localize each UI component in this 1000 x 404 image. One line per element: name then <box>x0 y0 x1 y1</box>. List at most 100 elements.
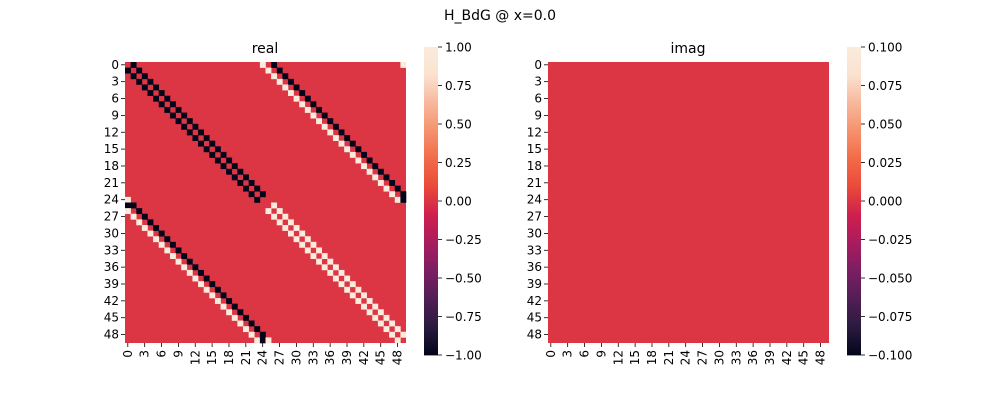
heatmap-cell <box>248 320 255 327</box>
colorbar-segment <box>424 265 438 269</box>
heatmap-cell <box>186 258 193 265</box>
y-tick-label: 33 <box>104 243 119 257</box>
colorbar-segment <box>847 57 861 61</box>
heatmap-cell <box>192 123 199 130</box>
colorbar-segment <box>847 347 861 351</box>
colorbar-segment <box>847 334 861 338</box>
colorbar-segment <box>847 147 861 151</box>
heatmap-cell <box>332 123 339 130</box>
heatmap-cell <box>209 140 216 147</box>
heatmap-cell <box>327 258 334 265</box>
colorbar-segment <box>847 49 861 53</box>
colorbar-segment <box>847 190 861 194</box>
colorbar-tick-label: 0.100 <box>868 41 902 55</box>
heatmap-cell <box>214 146 221 153</box>
colorbar-segment <box>847 159 861 163</box>
x-tick-label: 45 <box>374 350 388 365</box>
colorbar-segment <box>424 306 438 310</box>
y-tick-label: 27 <box>527 210 542 224</box>
heatmap-cell <box>214 298 221 304</box>
x-tick-label: 21 <box>662 350 676 365</box>
heatmap-cell <box>361 151 367 158</box>
y-tick-label: 36 <box>527 260 542 274</box>
colorbar-segment <box>424 270 438 274</box>
colorbar-segment <box>847 293 861 297</box>
heatmap-cell <box>243 174 249 181</box>
heatmap-cell <box>400 331 407 338</box>
heatmap-cell <box>254 196 261 203</box>
y-tick-label: 21 <box>104 176 119 190</box>
colorbar-tick-label: 0.000 <box>868 195 902 209</box>
heatmap-cell <box>198 140 204 147</box>
y-tick-label: 15 <box>527 142 542 156</box>
heatmap-cell <box>265 208 272 215</box>
colorbar-segment <box>847 139 861 143</box>
heatmap-cell <box>355 146 362 153</box>
colorbar-segment <box>847 144 861 148</box>
heatmap-cell <box>299 241 306 248</box>
heatmap-cell <box>226 157 233 164</box>
colorbar-segment <box>424 131 438 135</box>
colorbar-tick-label: −1.00 <box>445 349 482 363</box>
x-tick-label: 36 <box>746 350 760 365</box>
colorbar-segment <box>847 62 861 66</box>
colorbar-segment <box>424 229 438 233</box>
heatmap-cell <box>287 219 294 226</box>
heatmap-cell <box>214 286 221 293</box>
heatmap-cell <box>271 213 278 220</box>
colorbar-segment <box>847 126 861 130</box>
heatmap-cell <box>164 247 171 254</box>
heatmap-cell <box>231 174 238 181</box>
colorbar-segment <box>424 116 438 120</box>
colorbar-segment <box>847 257 861 261</box>
heatmap-cell <box>209 151 216 158</box>
heatmap-cell <box>271 73 278 80</box>
heatmap-cell <box>186 269 193 276</box>
colorbar-segment <box>847 254 861 258</box>
heatmap-cell <box>158 230 165 237</box>
heatmap-cell <box>344 135 351 141</box>
heatmap-cell <box>231 163 238 170</box>
heatmap-cell <box>389 180 396 186</box>
colorbar-imag-ticks: −0.100 −0.075 −0.050 −0.025 0.000 0.025 0.050 0… <box>861 41 912 363</box>
colorbar-segment <box>847 308 861 312</box>
colorbar-segment <box>424 293 438 297</box>
heatmap-cell <box>147 78 154 85</box>
heatmap-cell <box>164 95 171 102</box>
colorbar-segment <box>847 352 861 356</box>
colorbar-segment <box>424 139 438 143</box>
colorbar-segment <box>424 170 438 174</box>
heatmap-cell <box>203 275 210 282</box>
heatmap-cell <box>220 151 227 158</box>
colorbar-segment <box>424 349 438 353</box>
colorbar-segment <box>424 98 438 102</box>
colorbar-segment <box>847 236 861 240</box>
colorbar-segment <box>847 85 861 89</box>
colorbar-segment <box>424 326 438 330</box>
heatmap-cell <box>130 202 137 209</box>
colorbar-segment <box>847 216 861 220</box>
heatmap-cell <box>226 298 233 304</box>
colorbar-segment <box>847 54 861 58</box>
colorbar-segment <box>424 172 438 176</box>
x-tick-label: 9 <box>171 350 185 358</box>
heatmap-cell <box>389 331 396 338</box>
colorbar-segment <box>424 234 438 238</box>
colorbar-segment <box>424 239 438 243</box>
colorbar-segment <box>424 59 438 63</box>
heatmap-cell <box>271 202 278 209</box>
heatmap-cell <box>366 157 373 164</box>
y-tick-label: 18 <box>104 159 119 173</box>
heatmap-cell <box>310 253 317 259</box>
heatmap-real-x-axis: 0 3 6 9 12 15 18 21 24 27 30 33 36 39 42 45 48 <box>121 343 405 365</box>
heatmap-cell <box>361 303 367 310</box>
colorbar-segment <box>847 162 861 166</box>
colorbar-segment <box>847 180 861 184</box>
colorbar-segment <box>424 319 438 323</box>
heatmap-cell <box>192 264 199 271</box>
x-tick-label: 45 <box>797 350 811 365</box>
heatmap-cell <box>327 118 334 125</box>
x-tick-label: 18 <box>222 350 236 365</box>
colorbar-tick-label: 0.75 <box>445 79 472 93</box>
